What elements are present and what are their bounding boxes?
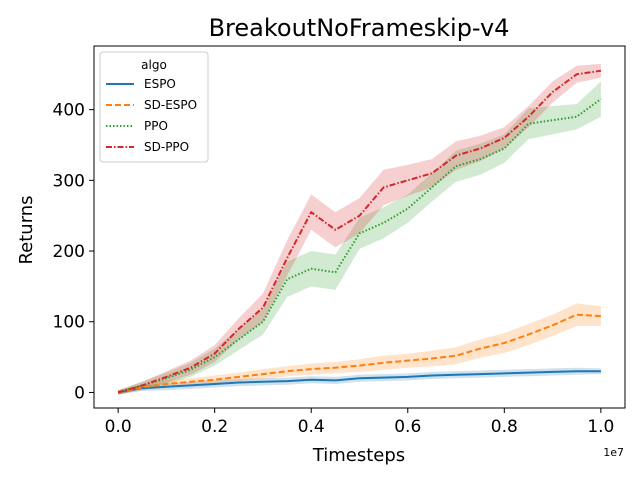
y-tick-label: 400 [53,101,85,121]
legend: algo ESPO SD-ESPO PPO SD-PPO [99,51,209,163]
x-axis-offset-label: 1e7 [603,446,624,459]
legend-label-sd-espo: SD-ESPO [144,98,197,112]
x-tick-label: 0.8 [491,417,518,437]
x-tick-label: 0.2 [201,417,228,437]
series-line-ppo [117,98,602,394]
plot-frame [93,45,626,409]
chart-title: BreakoutNoFrameskip-v4 [209,14,510,42]
y-tick-label: 300 [53,171,85,191]
legend-label-ppo: PPO [144,119,168,133]
x-axis-label: Timesteps [312,445,405,466]
y-axis-label: Returns [16,195,37,264]
legend-title: algo [141,58,167,72]
legend-label-espo: ESPO [144,77,176,91]
x-tick-label: 0.4 [298,417,325,437]
series-line-espo [117,370,601,394]
band-sd-ppo [118,63,601,395]
y-tick-label: 200 [53,242,85,262]
axes: 0.0 0.2 0.4 0.6 0.8 1.0 0 100 200 300 400 [53,45,626,437]
x-tick-label: 0.0 [105,417,132,437]
y-tick-label: 0 [74,383,85,403]
legend-box [99,51,209,163]
legend-label-sd-ppo: SD-PPO [144,140,189,154]
series-lines [117,69,602,394]
band-sd-espo [118,303,601,395]
series-line-sd-espo [117,313,601,394]
series-line-sd-ppo [117,69,602,394]
x-tick-label: 1.0 [587,417,614,437]
x-tick-label: 0.6 [394,417,421,437]
y-tick-label: 100 [53,313,85,333]
